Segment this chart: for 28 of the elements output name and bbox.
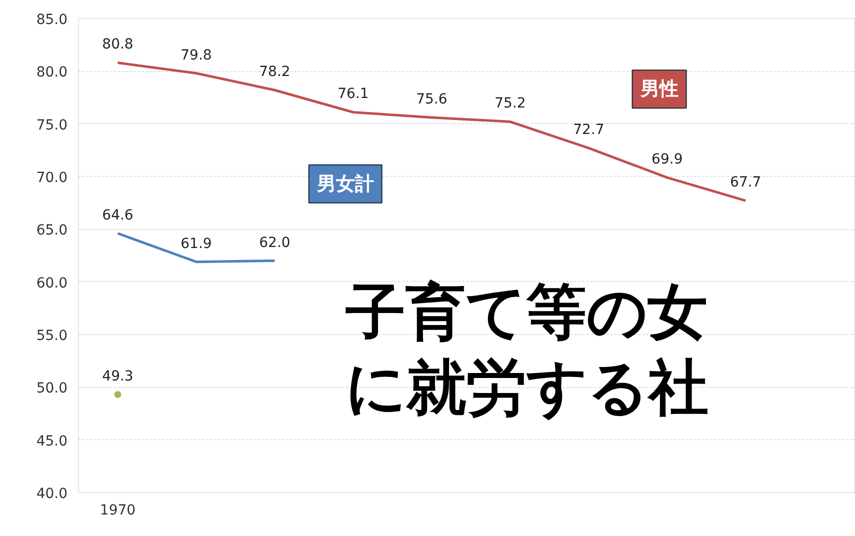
y-tick-label: 55.0	[36, 328, 68, 344]
y-tick-label: 70.0	[36, 170, 68, 186]
annotation: に就労する社	[345, 353, 708, 424]
y-tick-label: 65.0	[36, 222, 68, 239]
annotation: 子育て等の女	[345, 277, 708, 348]
data-label: 69.9	[652, 152, 683, 168]
data-label: 72.7	[573, 122, 604, 138]
data-label: 78.2	[259, 64, 290, 80]
x-tick-label: 1970	[100, 502, 136, 518]
text: 男性	[639, 78, 678, 100]
data-label: 76.1	[338, 86, 369, 102]
y-tick-label: 60.0	[36, 275, 68, 292]
y-tick-label: 75.0	[36, 117, 68, 134]
data-label: 75.6	[416, 92, 448, 108]
y-tick-label: 80.0	[36, 64, 68, 81]
data-label: 61.9	[180, 236, 212, 252]
data-label: 67.7	[730, 174, 762, 191]
data-label: 64.6	[102, 207, 134, 224]
data-label: 49.3	[102, 368, 134, 385]
text: 男女計	[316, 172, 374, 195]
data-label: 80.8	[102, 36, 134, 53]
y-tick-label: 50.0	[36, 380, 68, 397]
data-label: 62.0	[259, 234, 290, 251]
y-tick-label: 85.0	[36, 12, 68, 28]
data-label: 75.2	[494, 96, 526, 112]
y-tick-label: 40.0	[36, 486, 68, 502]
data-label: 79.8	[180, 47, 212, 64]
y-tick-label: 45.0	[36, 433, 68, 450]
